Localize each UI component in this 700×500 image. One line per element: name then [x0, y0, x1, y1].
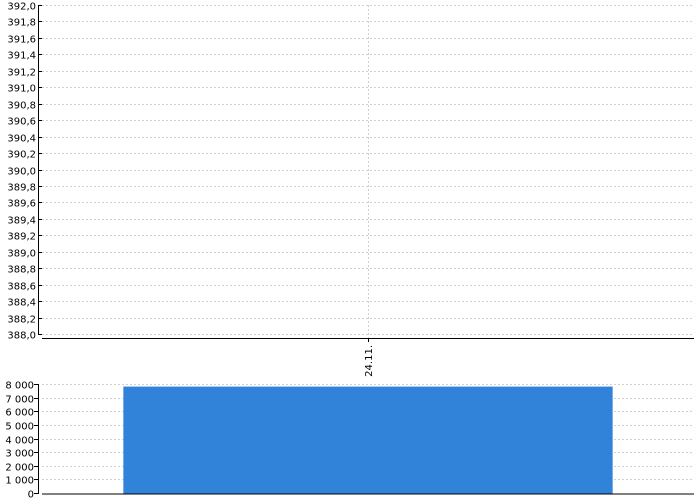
price-chart-y-axis: 388,0 388,2 388,4 388,6 388,8 389,0 389,2 389,4… [7, 2, 694, 342]
price-y-tick-label: 391,8 [7, 18, 36, 29]
volume-y-tick-label: 4 000 [5, 436, 34, 447]
price-y-tick-label: 392,0 [7, 2, 36, 13]
price-y-tick-label: 391,2 [7, 68, 36, 79]
volume-y-tick-label: 1 000 [5, 476, 34, 487]
volume-y-tick-label: 7 000 [5, 395, 34, 406]
volume-y-tick-label: 3 000 [5, 449, 34, 460]
volume-y-tick-label: 8 000 [5, 381, 34, 392]
volume-chart-bars [123, 386, 613, 495]
price-y-tick-label: 388,4 [7, 298, 36, 309]
price-y-tick-label: 390,4 [7, 134, 36, 145]
price-y-tick-label: 390,2 [7, 150, 36, 161]
price-y-tick-label: 391,0 [7, 84, 36, 95]
price-y-tick-label: 389,0 [7, 249, 36, 260]
price-y-tick-label: 390,8 [7, 101, 36, 112]
volume-y-tick-label: 2 000 [5, 463, 34, 474]
price-y-tick-label: 388,2 [7, 315, 36, 326]
price-chart-grid [42, 5, 694, 338]
volume-bar [123, 386, 613, 495]
price-y-tick-label: 391,6 [7, 35, 36, 46]
volume-y-tick-label: 6 000 [5, 408, 34, 419]
price-y-tick-label: 391,4 [7, 51, 36, 62]
volume-y-tick-label: 0 [28, 490, 34, 500]
volume-y-tick-label: 5 000 [5, 422, 34, 433]
price-y-tick-label: 389,4 [7, 216, 36, 227]
price-y-tick-label: 388,8 [7, 265, 36, 276]
price-y-tick-label: 389,8 [7, 183, 36, 194]
price-y-tick-label: 390,0 [7, 167, 36, 178]
price-y-tick-label: 389,2 [7, 232, 36, 243]
x-axis-labels: 24.11. [364, 345, 375, 377]
volume-chart-y-axis: 0 1 000 2 000 3 000 4 000 5 000 6 000 7 000 8 00… [5, 381, 694, 500]
price-y-tick-label: 388,0 [7, 331, 36, 342]
x-tick-label: 24.11. [364, 345, 375, 377]
price-y-tick-label: 390,6 [7, 117, 36, 128]
price-y-tick-label: 389,6 [7, 199, 36, 210]
price-y-tick-label: 388,6 [7, 282, 36, 293]
